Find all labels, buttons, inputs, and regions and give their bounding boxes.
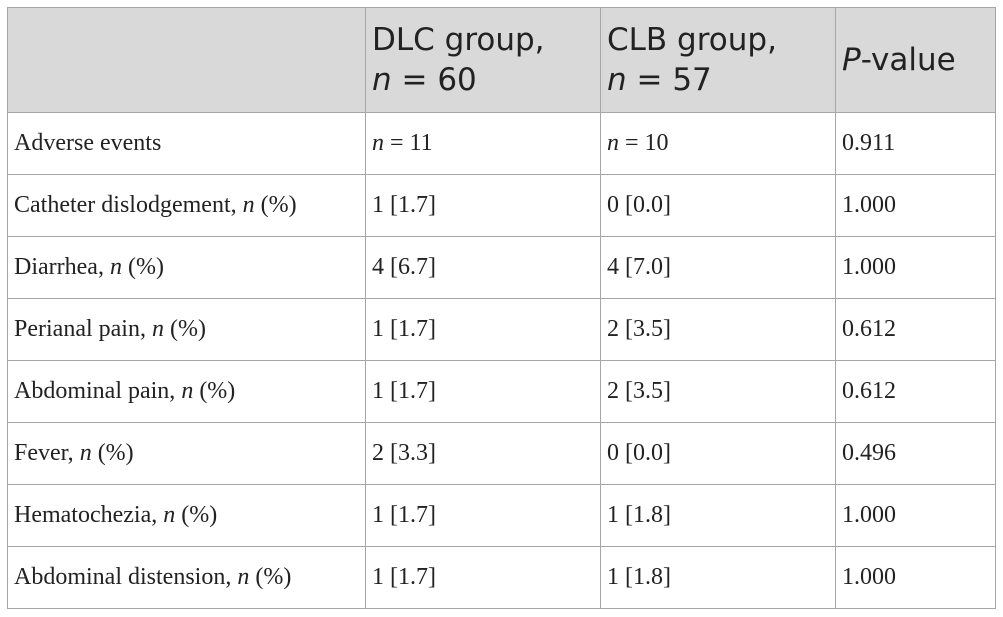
table-cell: 1 [1.7] — [365, 298, 601, 361]
header-cell — [7, 7, 366, 113]
table-cell: 1 [1.7] — [365, 174, 601, 237]
table-cell: 1.000 — [835, 484, 996, 547]
table-row: Catheter dislodgement, n (%) 1 [1.7] 0 [0.… — [7, 174, 996, 237]
table-cell: 0 [0.0] — [600, 422, 836, 485]
table-cell: 0.612 — [835, 360, 996, 423]
table-row: Adverse events n = 11 n = 10 0.911 — [7, 112, 996, 175]
table-cell: 4 [7.0] — [600, 236, 836, 299]
row-label: Hematochezia, n (%) — [7, 484, 366, 547]
table-cell: 1 [1.8] — [600, 484, 836, 547]
table-cell: n = 11 — [365, 112, 601, 175]
table-row: Fever, n (%) 2 [3.3] 0 [0.0] 0.496 — [7, 422, 996, 485]
table-cell: 2 [3.5] — [600, 360, 836, 423]
table-row: Abdominal distension, n (%) 1 [1.7] 1 [1.8… — [7, 546, 996, 609]
table-cell: 0.612 — [835, 298, 996, 361]
data-table: DLC group, n = 60 CLB group, n = 57 P-valu… — [7, 7, 996, 609]
header-cell: DLC group, n = 60 — [365, 7, 601, 113]
table-cell: 0.911 — [835, 112, 996, 175]
row-label: Diarrhea, n (%) — [7, 236, 366, 299]
table-cell: 1.000 — [835, 546, 996, 609]
table-cell: 2 [3.5] — [600, 298, 836, 361]
row-label: Abdominal pain, n (%) — [7, 360, 366, 423]
table-cell: 1.000 — [835, 174, 996, 237]
table-cell: n = 10 — [600, 112, 836, 175]
table-cell: 1 [1.8] — [600, 546, 836, 609]
row-label: Perianal pain, n (%) — [7, 298, 366, 361]
table-cell: 1 [1.7] — [365, 546, 601, 609]
table-cell: 4 [6.7] — [365, 236, 601, 299]
table-header: DLC group, n = 60 CLB group, n = 57 P-valu… — [7, 7, 996, 113]
header-row: DLC group, n = 60 CLB group, n = 57 P-valu… — [7, 7, 996, 113]
row-label: Catheter dislodgement, n (%) — [7, 174, 366, 237]
row-label: Fever, n (%) — [7, 422, 366, 485]
table-row: Hematochezia, n (%) 1 [1.7] 1 [1.8] 1.000 — [7, 484, 996, 547]
header-cell: CLB group, n = 57 — [600, 7, 836, 113]
row-label: Abdominal distension, n (%) — [7, 546, 366, 609]
table-cell: 0 [0.0] — [600, 174, 836, 237]
row-label: Adverse events — [7, 112, 366, 175]
table-body: Adverse events n = 11 n = 10 0.911 Catheter … — [7, 112, 996, 609]
header-cell: P-value — [835, 7, 996, 113]
table-row: Perianal pain, n (%) 1 [1.7] 2 [3.5] 0.612 — [7, 298, 996, 361]
table-cell: 1 [1.7] — [365, 360, 601, 423]
table-row: Abdominal pain, n (%) 1 [1.7] 2 [3.5] 0.612 — [7, 360, 996, 423]
table-cell: 2 [3.3] — [365, 422, 601, 485]
table-cell: 1 [1.7] — [365, 484, 601, 547]
table-cell: 0.496 — [835, 422, 996, 485]
table-row: Diarrhea, n (%) 4 [6.7] 4 [7.0] 1.000 — [7, 236, 996, 299]
table-cell: 1.000 — [835, 236, 996, 299]
